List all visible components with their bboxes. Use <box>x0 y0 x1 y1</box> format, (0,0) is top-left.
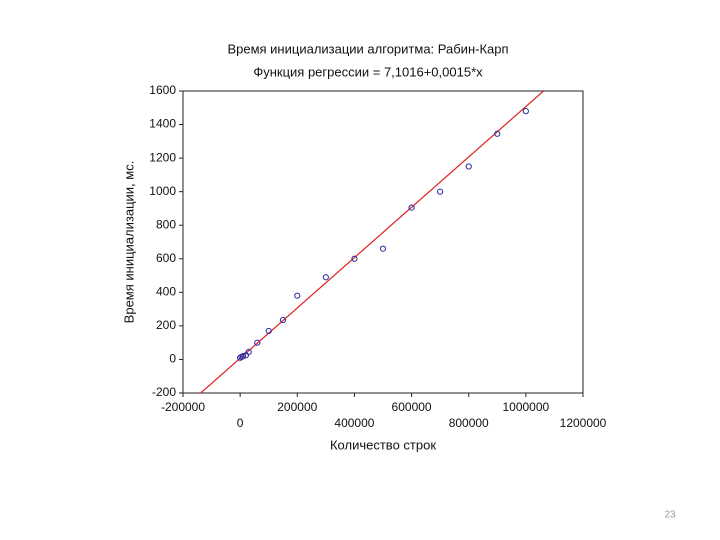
data-point <box>522 108 529 115</box>
data-point <box>322 274 329 281</box>
y-tick-label: 600 <box>156 251 176 265</box>
data-point <box>265 327 272 335</box>
x-tick-label: 0 <box>237 416 244 430</box>
data-point <box>379 245 387 252</box>
x-tick-label: 1000000 <box>502 400 549 414</box>
y-tick-label: 1000 <box>149 184 176 198</box>
chart-subtitle: Функция регрессии = 7,1016+0,0015*x <box>253 64 483 79</box>
y-tick-label: 200 <box>156 318 176 332</box>
x-axis-label: Количество строк <box>330 437 436 452</box>
x-tick-label: 200000 <box>277 400 317 414</box>
y-tick-label: 1200 <box>149 150 176 164</box>
plot-frame <box>182 90 584 394</box>
data-point <box>408 204 415 211</box>
x-tick-label: 600000 <box>392 400 432 414</box>
chart-title: Время инициализации алгоритма: Рабин-Кар… <box>227 41 508 56</box>
x-tick-label: -200000 <box>161 400 205 414</box>
data-point <box>245 348 252 355</box>
data-point <box>254 339 261 346</box>
y-tick-label: 800 <box>156 217 176 231</box>
y-tick-label: 1400 <box>149 117 176 131</box>
x-tick-label: 400000 <box>334 416 374 430</box>
data-point <box>494 130 501 137</box>
y-tick-label: 1600 <box>149 83 176 97</box>
y-tick-label: -200 <box>152 385 176 399</box>
data-point <box>294 292 301 299</box>
y-tick-label: 400 <box>156 285 176 299</box>
data-point <box>465 163 472 170</box>
y-tick-label: 0 <box>169 352 176 366</box>
data-point <box>437 188 444 195</box>
x-tick-label: 800000 <box>449 416 489 430</box>
x-tick-label: 1200000 <box>560 416 607 430</box>
data-point <box>279 316 287 324</box>
data-point <box>239 352 247 360</box>
data-point <box>351 255 358 262</box>
y-axis-label: Время инициализации, мс. <box>121 161 136 324</box>
page-number: 23 <box>664 510 676 521</box>
